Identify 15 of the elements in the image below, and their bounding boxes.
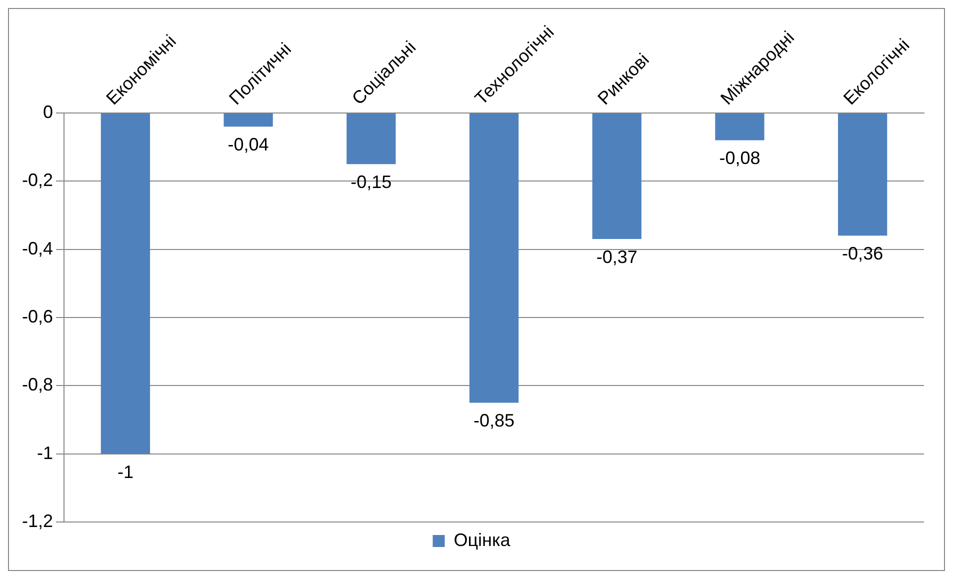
y-tick-label: -0,8 — [22, 374, 54, 395]
data-label: -0,36 — [842, 244, 884, 264]
y-tick-label: 0 — [43, 102, 54, 122]
data-label: -0,85 — [473, 410, 515, 431]
data-label: -1 — [117, 462, 134, 482]
y-tick-label: -1 — [37, 442, 54, 463]
data-label: -0,04 — [228, 134, 269, 155]
y-tick-label: -1,2 — [22, 510, 54, 531]
data-label: -0,15 — [350, 172, 392, 192]
data-label: -0,37 — [596, 247, 638, 268]
legend-label: Оцінка — [454, 530, 512, 550]
y-tick-label: -0,6 — [22, 306, 54, 326]
data-label: -0,08 — [719, 148, 760, 168]
y-tick-label: -0,4 — [22, 238, 54, 258]
y-tick-label: -0,2 — [22, 170, 54, 190]
